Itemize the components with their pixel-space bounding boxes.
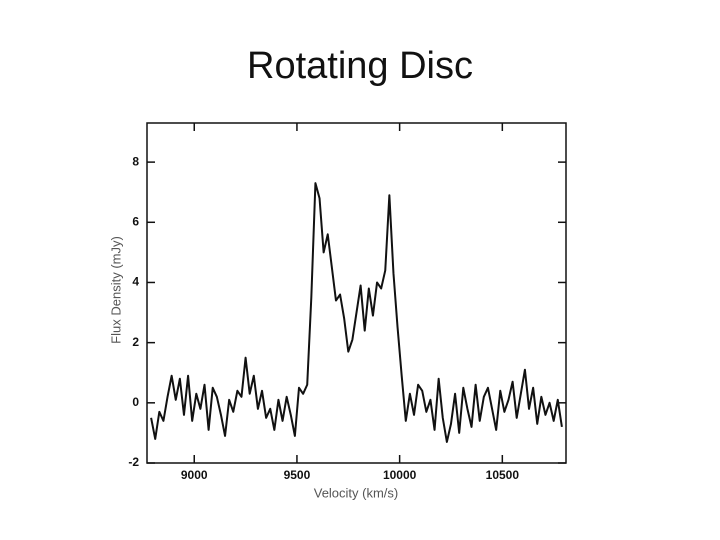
y-tick-label: -2 <box>128 455 139 469</box>
chart-title: Rotating Disc <box>247 45 473 87</box>
y-tick-label: 6 <box>132 214 139 228</box>
plot-frame <box>146 122 567 464</box>
y-tick-label: 4 <box>132 275 139 289</box>
y-tick-label: 2 <box>132 335 139 349</box>
data-line <box>150 182 563 443</box>
y-tick-label: 0 <box>132 395 139 409</box>
x-tick-label: 10000 <box>383 468 417 482</box>
x-tick-label: 9500 <box>284 468 311 482</box>
x-tick-label: 9000 <box>181 468 208 482</box>
x-tick-label: 10500 <box>486 468 520 482</box>
y-axis-label: Flux Density (mJy) <box>108 236 123 344</box>
x-axis-label: Velocity (km/s) <box>314 485 399 500</box>
y-tick-label: 8 <box>132 154 139 168</box>
